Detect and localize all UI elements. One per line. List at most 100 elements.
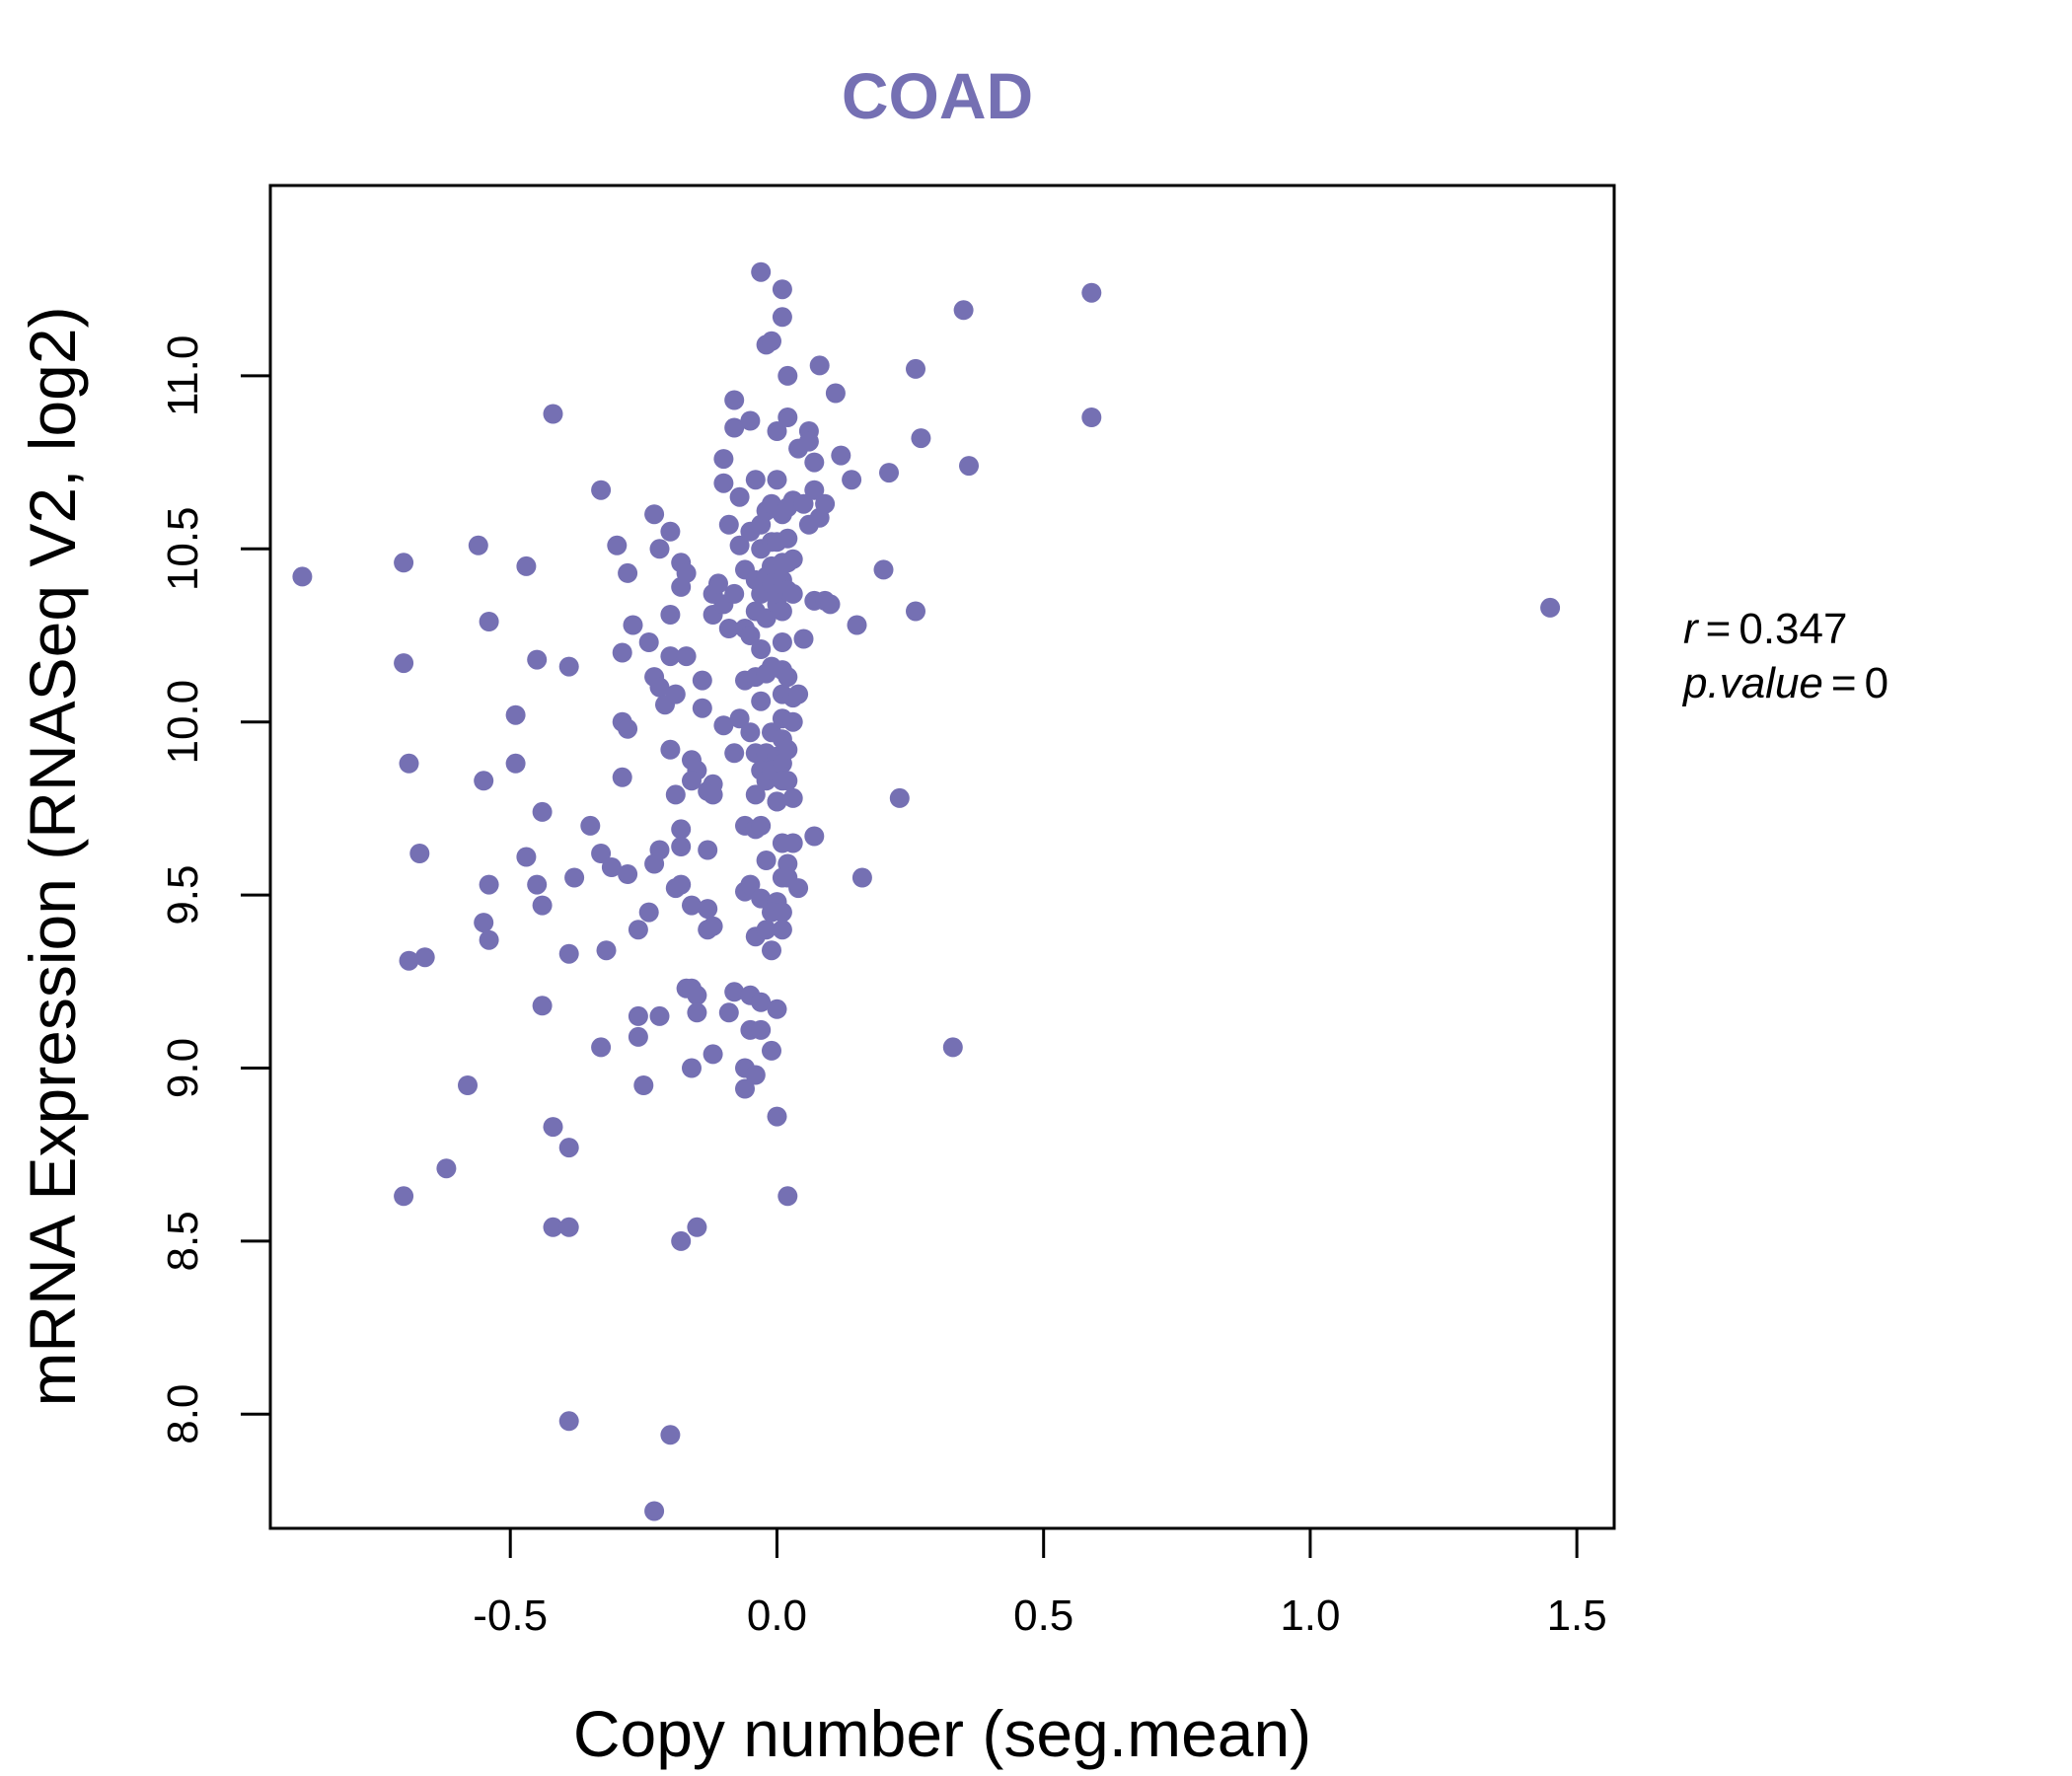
data-point-131 [740, 722, 761, 743]
plot-frame [268, 184, 1616, 1530]
data-point-29 [564, 867, 585, 888]
x-tick-label-3: 1.0 [1280, 1591, 1340, 1640]
x-axis: -0.5 0.0 0.5 1.0 1.5 [473, 1526, 1607, 1640]
data-point-70 [660, 1425, 681, 1445]
data-point-46 [618, 718, 638, 739]
data-point-79 [671, 1230, 692, 1251]
data-point-213 [782, 583, 803, 604]
data-point-123 [735, 1078, 755, 1099]
data-point-51 [633, 1075, 654, 1095]
data-point-26 [543, 1117, 563, 1138]
data-point-34 [591, 480, 612, 500]
data-point-33 [558, 1411, 579, 1432]
data-point-175 [762, 1040, 781, 1061]
data-point-60 [649, 840, 670, 860]
stat-p-label: p.value [1681, 659, 1823, 707]
data-point-74 [676, 646, 697, 667]
data-point-88 [687, 1217, 707, 1237]
data-point-45 [623, 615, 643, 635]
data-point-23 [532, 895, 553, 916]
data-point-240 [873, 559, 894, 580]
data-point-158 [751, 261, 772, 282]
x-axis-label: Copy number (seg.mean) [573, 1697, 1311, 1770]
data-point-216 [782, 787, 803, 808]
data-point-154 [751, 888, 772, 909]
data-point-77 [671, 874, 692, 895]
data-point-76 [671, 837, 692, 856]
data-point-16 [516, 555, 537, 576]
data-point-245 [911, 428, 931, 449]
data-point-3 [399, 753, 419, 774]
data-point-39 [607, 535, 628, 555]
data-point-152 [751, 815, 772, 836]
data-point-196 [772, 920, 792, 940]
data-point-92 [698, 899, 718, 920]
data-point-156 [751, 992, 772, 1012]
data-point-73 [676, 562, 697, 583]
stat-r: r = 0.347 [1683, 605, 1847, 653]
data-point-124 [740, 410, 761, 431]
data-point-86 [682, 1058, 702, 1078]
data-point-153 [756, 851, 777, 870]
data-point-251 [1540, 597, 1561, 618]
data-point-197 [772, 279, 792, 300]
y-tick-label-5: 10.5 [159, 506, 207, 591]
data-point-114 [729, 486, 750, 507]
data-point-11 [479, 612, 499, 631]
data-point-148 [751, 691, 772, 711]
data-point-95 [708, 573, 728, 594]
data-point-12 [474, 771, 494, 791]
data-point-219 [788, 684, 809, 704]
data-point-37 [596, 940, 617, 961]
chart-title: COAD [842, 59, 1033, 132]
data-point-6 [414, 947, 435, 968]
data-point-57 [649, 677, 670, 698]
data-point-98 [703, 784, 723, 805]
data-point-106 [724, 390, 745, 410]
data-points [292, 261, 1561, 1521]
data-point-7 [394, 1186, 414, 1207]
data-point-43 [601, 857, 622, 877]
data-point-243 [906, 358, 925, 379]
data-point-87 [687, 1002, 707, 1023]
data-point-220 [788, 878, 809, 899]
data-point-125 [745, 470, 766, 490]
data-point-25 [543, 404, 563, 424]
data-point-14 [474, 913, 494, 933]
data-point-178 [767, 470, 787, 490]
data-point-230 [809, 355, 830, 376]
stat-p: p.value = 0 [1681, 659, 1888, 707]
data-point-238 [847, 615, 867, 635]
data-point-68 [665, 784, 686, 805]
data-point-18 [505, 753, 526, 774]
data-point-247 [953, 300, 974, 321]
data-point-237 [842, 470, 862, 490]
data-point-244 [906, 601, 925, 622]
data-point-31 [558, 1138, 579, 1158]
data-point-207 [777, 771, 798, 791]
data-point-241 [879, 463, 899, 483]
data-point-105 [713, 715, 734, 736]
data-point-101 [703, 1044, 723, 1065]
data-point-202 [777, 528, 798, 549]
x-tick-label-1: 0.0 [747, 1591, 807, 1640]
data-point-199 [777, 365, 798, 386]
data-point-63 [660, 521, 681, 542]
data-point-192 [767, 791, 787, 812]
data-point-35 [580, 815, 601, 836]
data-point-112 [718, 1002, 739, 1023]
data-point-135 [740, 874, 761, 895]
data-point-235 [825, 383, 846, 404]
data-point-27 [543, 1217, 563, 1237]
data-point-107 [724, 417, 745, 438]
data-point-234 [820, 594, 841, 615]
data-point-224 [798, 431, 819, 452]
data-point-65 [660, 646, 681, 667]
data-point-226 [804, 452, 825, 473]
y-tick-label-2: 9.0 [159, 1038, 207, 1098]
y-tick-label-6: 11.0 [159, 335, 207, 416]
data-point-10 [468, 535, 488, 555]
y-tick-label-4: 10.0 [159, 680, 207, 765]
y-tick-label-1: 8.5 [159, 1211, 207, 1271]
data-point-99 [698, 840, 718, 860]
